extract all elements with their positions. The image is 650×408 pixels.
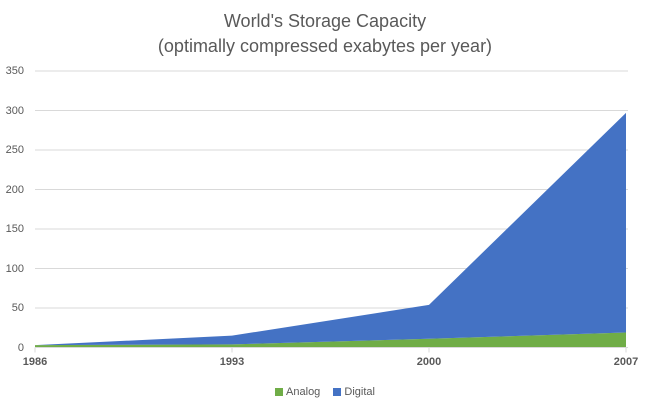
legend-swatch-digital-icon [333,388,342,396]
legend-item-digital[interactable]: Digital [333,386,375,398]
legend-item-analog[interactable]: Analog [275,386,320,398]
y-tick-label: 200 [5,183,24,196]
y-tick-label: 150 [5,223,24,235]
y-tick-label: 300 [5,104,24,117]
y-tick-label: 100 [5,262,24,275]
legend-label-digital: Digital [344,386,375,398]
chart-subtitle: (optimally compressed exabytes per year) [157,36,493,56]
x-tick-label: 1993 [219,356,245,368]
area-analog[interactable] [35,332,626,348]
area-series [35,112,626,348]
y-tick-label: 0 [17,341,24,354]
legend-label-analog: Analog [286,386,321,398]
x-axis-tick-marks [34,347,627,353]
area-digital[interactable] [35,112,626,346]
y-tick-label: 350 [5,65,24,77]
x-tick-label: 2000 [416,356,442,368]
legend: Analog Digital [0,386,650,399]
chart-title: World's Storage Capacity [223,11,427,31]
y-tick-label: 50 [11,302,24,314]
x-tick-label: 2007 [613,356,639,368]
legend-swatch-analog-icon [275,388,284,396]
y-tick-label: 250 [5,144,24,156]
x-tick-label: 1986 [22,356,48,368]
